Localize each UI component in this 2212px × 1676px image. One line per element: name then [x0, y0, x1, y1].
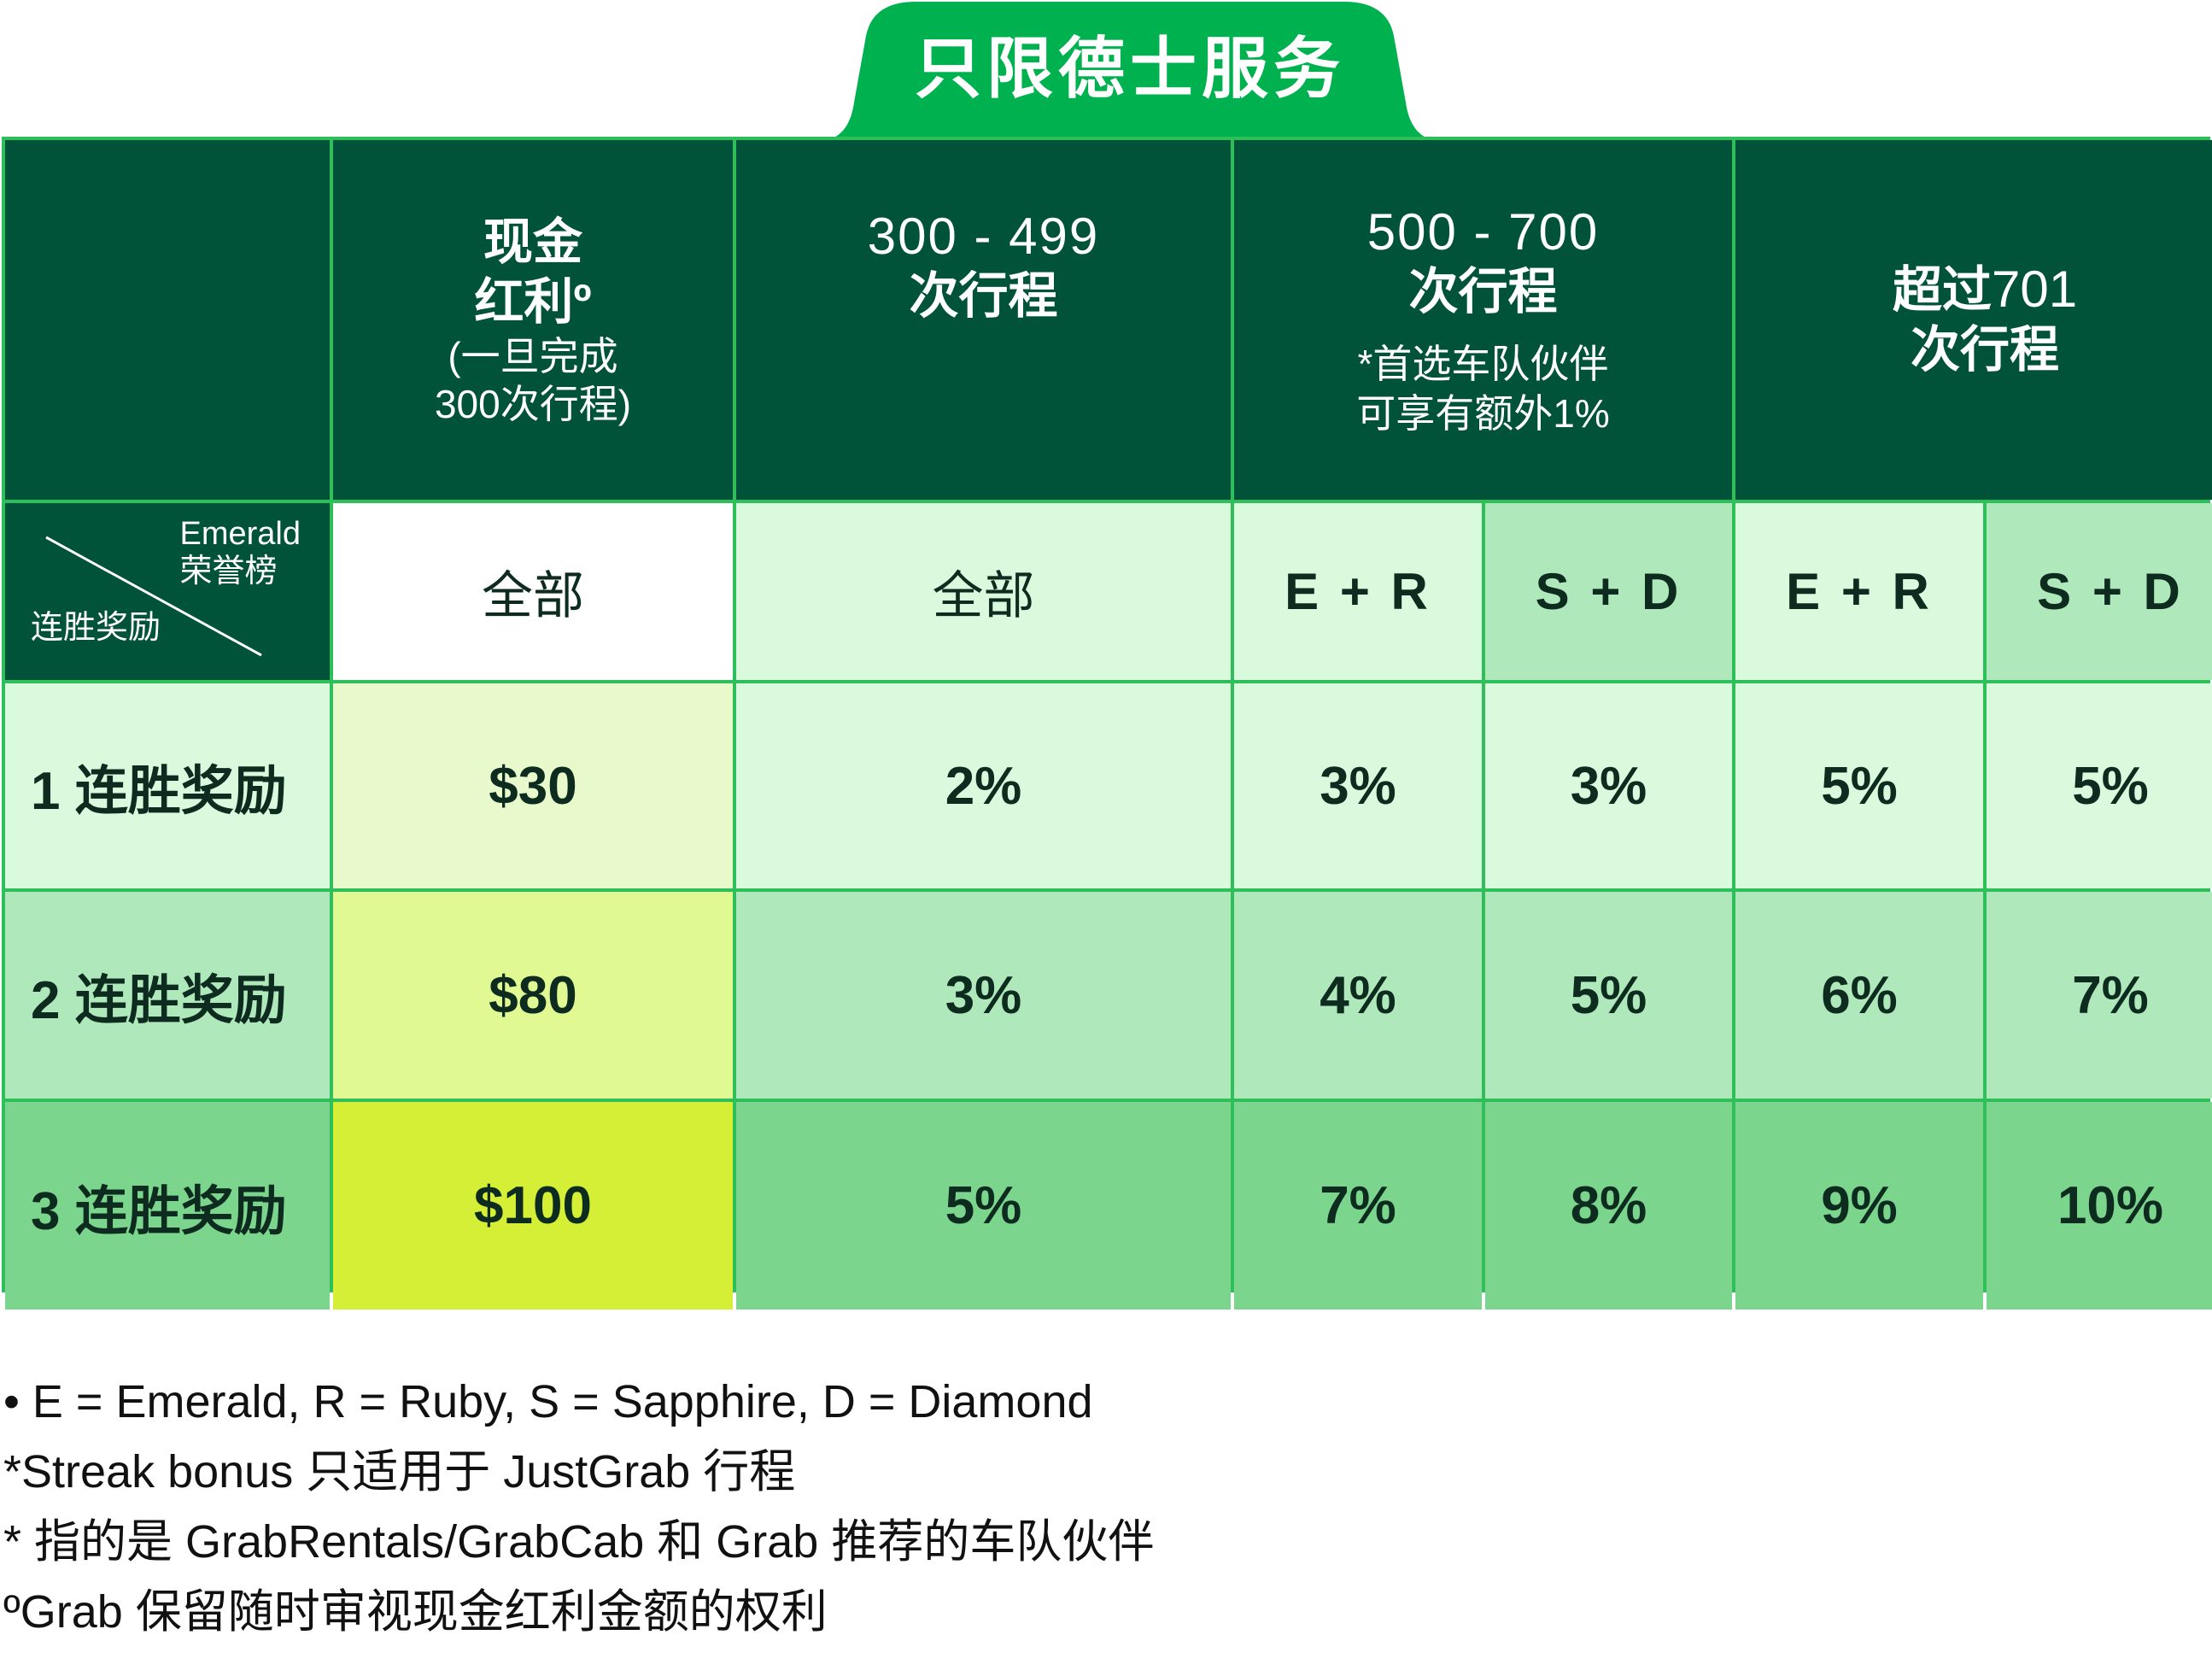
cell-streak-3-701-sd: 10%: [1987, 1102, 2212, 1310]
cell-streak-2-500-sd: 5%: [1485, 892, 1732, 1099]
footnote-cash-bonus-rights: ºGrab 保留随时审视现金红利金额的权利: [3, 1586, 828, 1638]
footnotes: • E = Emerald, R = Ruby, S = Sapphire, D…: [3, 1367, 1154, 1647]
cell-streak-1-300: 2%: [736, 683, 1231, 888]
header-300-trips: 次行程: [909, 268, 1058, 324]
cell-streak-2-701-sd: 7%: [1987, 892, 2212, 1099]
tab-background: [822, 2, 1438, 141]
diagonal-divider: [45, 536, 262, 657]
header-500-note-line-1: *首选车队伙伴: [1357, 341, 1609, 386]
tab-title: 只限德士服务: [914, 31, 1345, 106]
subheader-701-sd: S + D: [1987, 503, 2212, 680]
header-500-note-line-2: 可享有额外1%: [1356, 390, 1610, 436]
header-cash-line-3: (一旦完成: [448, 333, 618, 378]
header-cash-line-2: 红利º: [474, 273, 592, 330]
subheader-500-sd: S + D: [1485, 503, 1732, 680]
header-701-number: 701: [1991, 261, 2078, 318]
cell-streak-1-500-er: 3%: [1234, 683, 1482, 888]
footnote-legend: • E = Emerald, R = Ruby, S = Sapphire, D…: [3, 1376, 1093, 1427]
header-empty-cell: [5, 140, 330, 500]
header-cash-line-1: 现金: [483, 214, 582, 270]
cell-streak-3-701-er: 9%: [1735, 1102, 1983, 1310]
footnote-justgrab: *Streak bonus 只适用于 JustGrab 行程: [3, 1446, 796, 1497]
header-cash-bonus: 现金 红利º (一旦完成 300次行程): [333, 140, 733, 500]
header-500-range: 500 - 700: [1366, 202, 1600, 261]
cell-streak-3-cash: $100: [333, 1102, 733, 1310]
corner-tier-label: Emerald 荣誉榜: [180, 515, 301, 590]
header-300-499: 300 - 499 次行程: [736, 140, 1231, 500]
header-701-prefix: 超过: [1892, 262, 1992, 318]
header-500-700: 500 - 700 次行程 *首选车队伙伴 可享有额外1%: [1234, 140, 1732, 500]
cell-streak-2-500-er: 4%: [1234, 892, 1482, 1099]
subheader-500-er: E + R: [1234, 503, 1482, 680]
cell-streak-3-500-er: 7%: [1234, 1102, 1482, 1310]
corner-tier-cn: 荣誉榜: [179, 554, 278, 589]
header-500-note: *首选车队伙伴 可享有额外1%: [1356, 339, 1609, 438]
header-701-trips: 次行程: [1910, 322, 2059, 378]
header-300-range: 300 - 499: [867, 208, 1100, 265]
cell-streak-2-300: 3%: [736, 892, 1231, 1099]
cell-streak-1-701-er: 5%: [1735, 683, 1983, 888]
subheader-cash-all: 全部: [333, 503, 733, 680]
cell-streak-3-500-sd: 8%: [1485, 1102, 1732, 1310]
row-label-streak-1: 1 连胜奖励: [5, 683, 330, 888]
subheader-300-all: 全部: [736, 503, 1231, 680]
header-500-trips: 次行程: [1408, 263, 1558, 319]
corner-streak-label: 连胜奖励: [31, 610, 161, 646]
cell-streak-2-701-er: 6%: [1735, 892, 1983, 1099]
cell-streak-1-500-sd: 3%: [1485, 683, 1732, 888]
rewards-table: 现金 红利º (一旦完成 300次行程) 300 - 499 次行程 500 -…: [2, 137, 2212, 1310]
cell-streak-1-701-sd: 5%: [1987, 683, 2212, 888]
header-cash-line-4: 300次行程): [434, 381, 632, 426]
cell-streak-1-cash: $30: [333, 683, 733, 888]
cell-streak-3-300: 5%: [736, 1102, 1231, 1310]
row-label-streak-3: 3 连胜奖励: [5, 1102, 330, 1310]
header-over-701: 超过701 次行程: [1735, 140, 2212, 500]
footnote-fleet-partner: * 指的是 GrabRentals/GrabCab 和 Grab 推荐的车队伙伴: [3, 1516, 1155, 1568]
header-701-line-1: 超过701: [1893, 260, 2077, 320]
corner-tier-en: Emerald: [179, 516, 301, 552]
row-label-streak-2: 2 连胜奖励: [5, 892, 330, 1099]
cell-streak-2-cash: $80: [333, 892, 733, 1099]
corner-cell: Emerald 荣誉榜 连胜奖励: [5, 503, 330, 680]
subheader-701-er: E + R: [1735, 503, 1983, 680]
